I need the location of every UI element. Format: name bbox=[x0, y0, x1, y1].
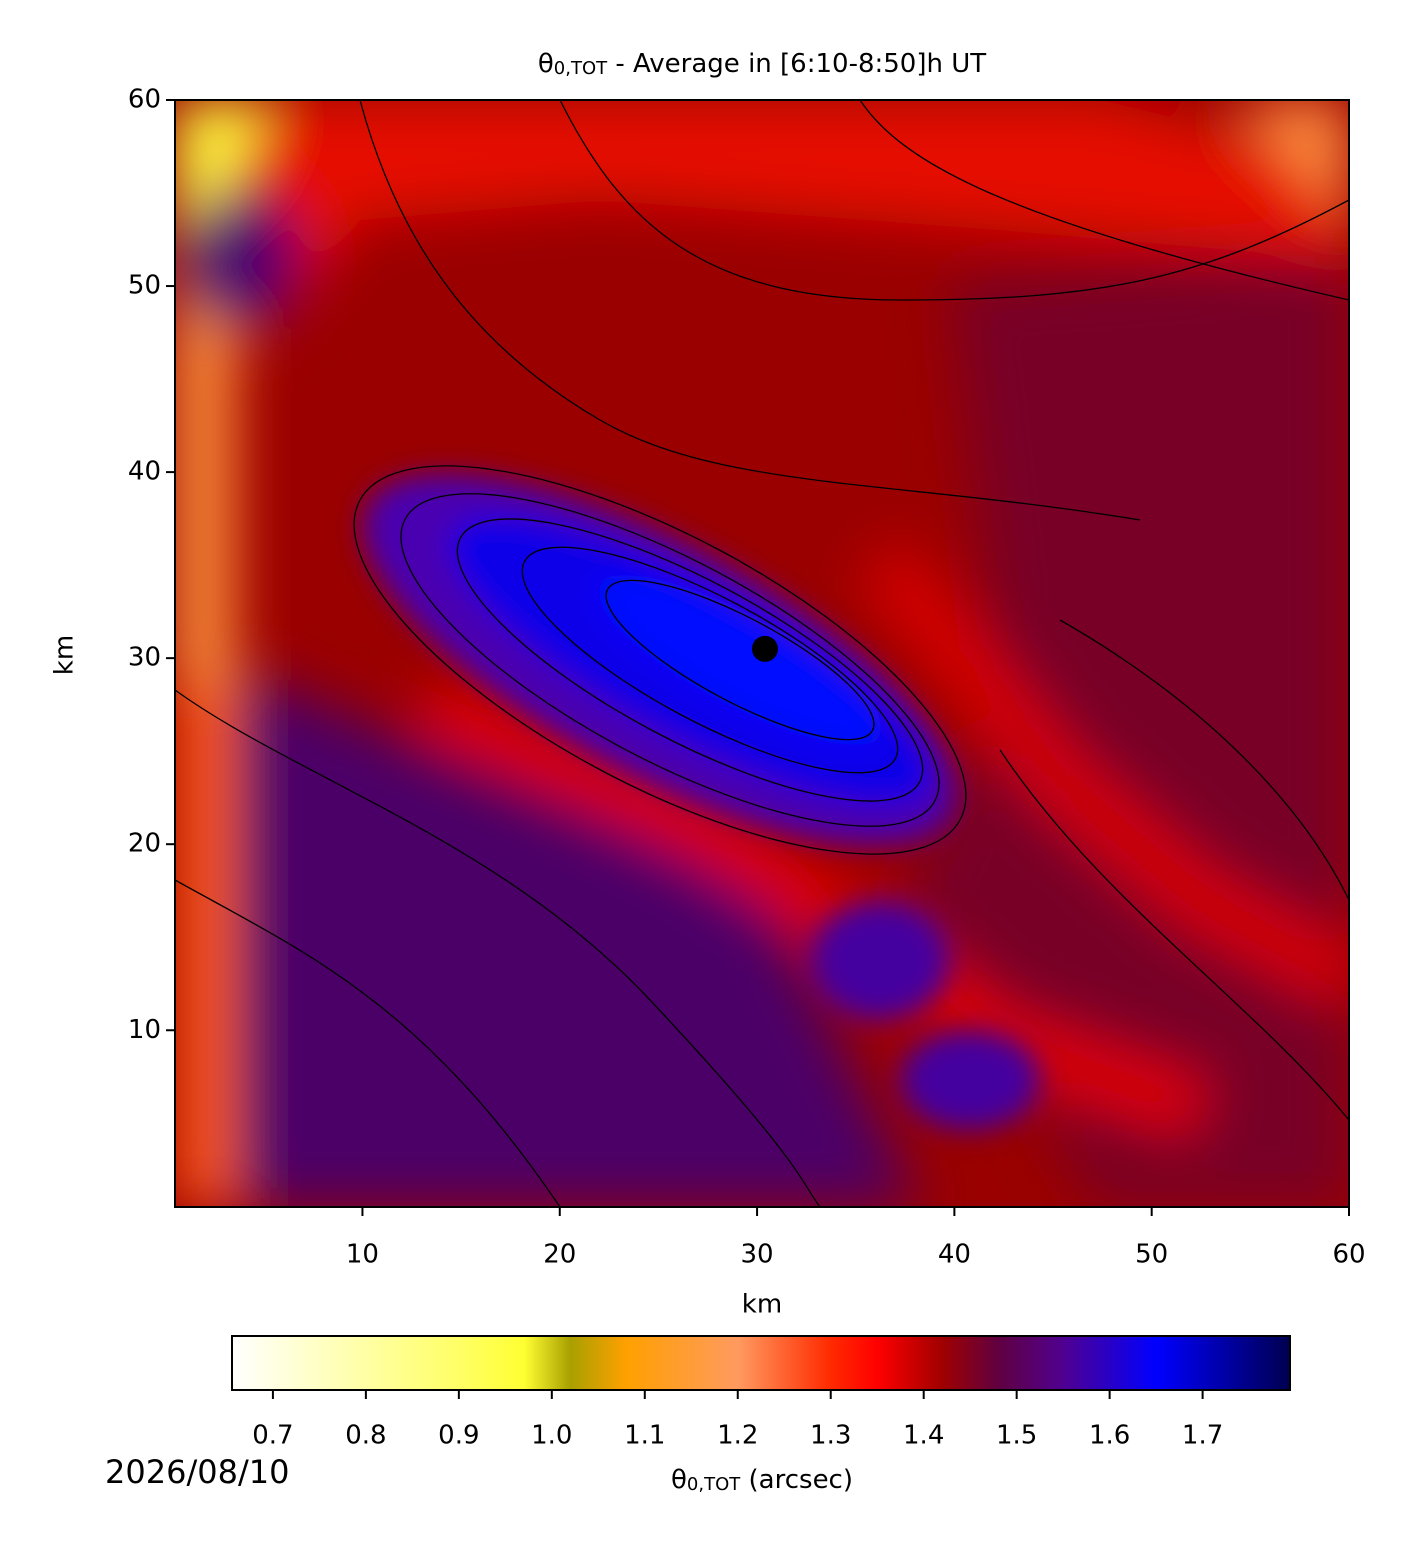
colorbar-tick-label: 0.7 bbox=[252, 1421, 293, 1451]
x-tick-label: 40 bbox=[938, 1240, 971, 1270]
x-tick-label: 10 bbox=[346, 1240, 379, 1270]
colorbar-tick-label: 1.3 bbox=[810, 1421, 851, 1451]
symbol: θ bbox=[671, 1465, 687, 1495]
label-text: - Average in [6:10-8:50]h UT bbox=[607, 49, 986, 79]
heatmap-field bbox=[175, 100, 1349, 1207]
contours bbox=[175, 100, 1349, 1207]
y-axis-label: km bbox=[50, 635, 80, 675]
x-axis-label: km bbox=[742, 1290, 782, 1320]
x-tick-label: 20 bbox=[543, 1240, 576, 1270]
y-tick-label: 40 bbox=[128, 457, 161, 487]
x-tick-label: 50 bbox=[1135, 1240, 1168, 1270]
subscript: 0,TOT bbox=[554, 58, 608, 79]
plot-frame bbox=[174, 99, 1350, 1208]
date: 2026/08/10 bbox=[105, 1453, 289, 1491]
label-text: (arcsec) bbox=[740, 1465, 853, 1495]
y-tick-label: 20 bbox=[128, 829, 161, 859]
colorbar-tick-label: 1.2 bbox=[717, 1421, 758, 1451]
y-tick-label: 60 bbox=[128, 85, 161, 115]
colorbar-tick-label: 1.0 bbox=[531, 1421, 572, 1451]
x-tick-label: 60 bbox=[1332, 1240, 1365, 1270]
y-tick-label: 30 bbox=[128, 643, 161, 673]
colorbar-label: θ0,TOT (arcsec) bbox=[671, 1465, 853, 1496]
y-tick-label: 50 bbox=[128, 271, 161, 301]
colorbar-tick-label: 1.4 bbox=[903, 1421, 944, 1451]
colorbar-tick-label: 1.1 bbox=[624, 1421, 665, 1451]
colorbar bbox=[231, 1335, 1291, 1391]
colorbar-tick-label: 0.9 bbox=[438, 1421, 479, 1451]
chart-title: θ0,TOT - Average in [6:10-8:50]h UT bbox=[538, 49, 986, 80]
x-tick-label: 30 bbox=[741, 1240, 774, 1270]
symbol: θ bbox=[538, 49, 554, 79]
y-tick-label: 10 bbox=[128, 1015, 161, 1045]
colorbar-tick-label: 1.7 bbox=[1182, 1421, 1223, 1451]
marker bbox=[751, 635, 778, 662]
subscript: 0,TOT bbox=[687, 1474, 741, 1495]
colorbar-tick-label: 1.5 bbox=[996, 1421, 1037, 1451]
colorbar-tick-label: 0.8 bbox=[345, 1421, 386, 1451]
colorbar-tick-label: 1.6 bbox=[1089, 1421, 1130, 1451]
